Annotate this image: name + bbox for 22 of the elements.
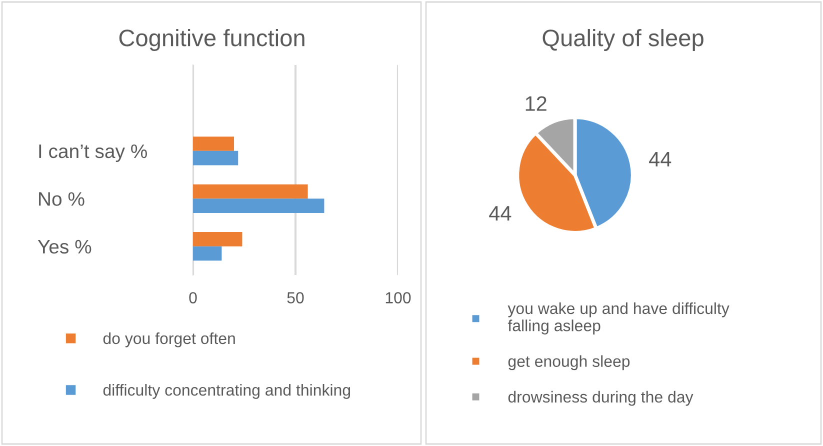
x-tick-label: 100 xyxy=(386,292,411,304)
bar xyxy=(193,198,324,213)
chart-title: Cognitive function xyxy=(119,28,304,52)
legend-label: drowsiness during the day xyxy=(508,390,694,406)
y-tick-label: No % xyxy=(39,192,84,206)
y-tick-label: I can’t say % xyxy=(39,144,147,162)
data-label: 44 xyxy=(489,206,512,221)
legend-label: you wake up and have difficulty falling asleep xyxy=(508,302,730,334)
data-label: 44 xyxy=(649,152,672,166)
data-label: 12 xyxy=(526,96,546,111)
legend-label: do you forget often xyxy=(103,332,235,348)
bar xyxy=(193,184,308,199)
x-tick-label: 50 xyxy=(287,292,304,304)
bar xyxy=(193,150,238,166)
y-tick-label: Yes % xyxy=(38,240,92,254)
legend-label: get enough sleep xyxy=(508,355,630,370)
bar xyxy=(193,246,222,261)
bar xyxy=(193,232,242,246)
chart-title: Quality of sleep xyxy=(542,28,704,52)
x-tick-label: 0 xyxy=(189,292,197,304)
bar xyxy=(193,136,234,151)
legend-label: difficulty concentrating and thinking xyxy=(103,384,350,399)
